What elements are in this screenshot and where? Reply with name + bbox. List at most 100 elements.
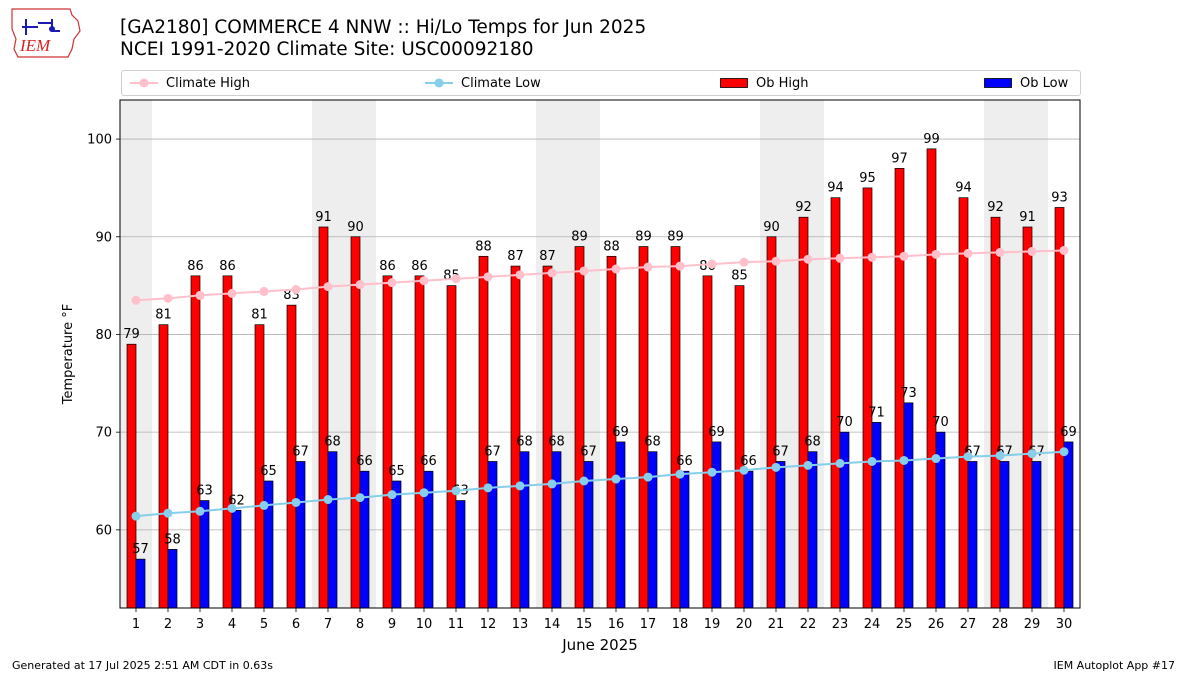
chart-legend: Climate High Climate Low Ob High Ob Low	[121, 70, 1081, 96]
climate-high-point	[451, 274, 461, 284]
ob-high-bar	[926, 148, 937, 609]
legend-item-climate-high: Climate High	[130, 71, 250, 95]
climate-low-point	[899, 455, 909, 465]
ob-high-value-label: 87	[507, 249, 524, 264]
ob-high-value-label: 88	[475, 239, 492, 254]
ob-high-value-label: 87	[539, 249, 556, 264]
ob-high-value-label: 92	[795, 200, 812, 215]
x-tick-label: 29	[1024, 617, 1041, 632]
ob-low-bar	[1031, 461, 1042, 609]
ob-high-value-label: 89	[667, 230, 684, 245]
ob-low-bar	[839, 431, 850, 609]
x-tick-label: 13	[512, 617, 529, 632]
ob-high-value-label: 81	[251, 308, 268, 323]
ob-high-value-label: 85	[731, 269, 748, 284]
y-tick-label: 90	[95, 230, 112, 245]
climate-high-point	[579, 266, 589, 276]
x-tick-label: 7	[324, 617, 332, 632]
climate-high-point	[291, 285, 301, 295]
x-tick-label: 2	[164, 617, 172, 632]
ob-low-value-label: 65	[388, 464, 405, 479]
climate-high-point	[547, 268, 557, 278]
y-tick-label: 70	[95, 426, 112, 441]
ob-high-bar	[350, 236, 361, 609]
climate-high-point	[707, 259, 717, 269]
climate-low-point	[387, 490, 397, 500]
ob-low-value-label: 68	[516, 435, 533, 450]
ob-low-value-label: 57	[132, 542, 149, 557]
x-tick-label: 16	[608, 617, 625, 632]
climate-high-point	[963, 248, 973, 258]
ob-high-value-label: 99	[923, 132, 940, 147]
ob-high-value-label: 94	[827, 181, 844, 196]
climate-high-point	[1027, 246, 1037, 256]
climate-low-point	[323, 495, 333, 505]
x-tick-label: 9	[388, 617, 396, 632]
climate-high-point	[163, 293, 173, 303]
climate-low-point	[867, 456, 877, 466]
ob-high-value-label: 86	[411, 259, 428, 274]
climate-high-point	[899, 251, 909, 261]
ob-low-value-label: 68	[644, 435, 661, 450]
ob-high-bar	[958, 197, 969, 609]
ob-low-bar	[327, 451, 338, 609]
ob-high-bar	[766, 236, 777, 609]
ob-high-value-label: 95	[859, 171, 876, 186]
ob-high-value-label: 90	[763, 220, 780, 235]
climate-low-point	[419, 488, 429, 498]
climate-low-point	[931, 454, 941, 464]
ob-high-bar	[158, 324, 169, 609]
x-tick-label: 18	[672, 617, 689, 632]
climate-low-point	[771, 462, 781, 472]
x-tick-label: 21	[768, 617, 785, 632]
title-line-1: [GA2180] COMMERCE 4 NNW :: Hi/Lo Temps f…	[120, 17, 647, 38]
legend-label-ob-low: Ob Low	[1020, 75, 1069, 91]
climate-high-point	[643, 262, 653, 272]
x-tick-label: 30	[1056, 617, 1073, 632]
ob-high-bar	[990, 216, 1001, 609]
ob-low-value-label: 58	[164, 532, 181, 547]
ob-low-value-label: 66	[740, 454, 757, 469]
climate-low-point	[195, 506, 205, 516]
ob-low-bar	[135, 558, 146, 609]
ob-low-bar	[679, 470, 690, 609]
climate-high-point	[675, 261, 685, 271]
ob-low-value-label: 68	[548, 435, 565, 450]
climate-low-point	[963, 452, 973, 462]
climate-low-point	[515, 481, 525, 491]
ob-high-value-label: 91	[1019, 210, 1036, 225]
x-tick-label: 11	[448, 617, 465, 632]
ob-high-bar	[446, 285, 457, 609]
ob-low-bar	[711, 441, 722, 609]
ob-high-value-label: 93	[1051, 190, 1068, 205]
ob-high-value-label: 91	[315, 210, 332, 225]
climate-high-point	[323, 282, 333, 292]
climate-high-point	[355, 280, 365, 290]
x-tick-label: 26	[928, 617, 945, 632]
app-label: IEM Autoplot App #17	[1053, 659, 1176, 672]
x-tick-label: 15	[576, 617, 593, 632]
generated-timestamp: Generated at 17 Jul 2025 2:51 AM CDT in …	[12, 659, 273, 672]
ob-high-value-label: 94	[955, 181, 972, 196]
ob-high-bar	[190, 275, 201, 609]
ob-high-bar	[638, 246, 649, 609]
ob-low-value-label: 66	[420, 454, 437, 469]
ob-low-bar	[295, 461, 306, 609]
x-tick-label: 17	[640, 617, 657, 632]
ob-low-bar	[999, 461, 1010, 609]
ob-low-value-label: 67	[772, 444, 789, 459]
ob-high-bar	[862, 187, 873, 609]
climate-low-point	[803, 460, 813, 470]
climate-high-point	[387, 278, 397, 288]
ob-high-bar	[414, 275, 425, 609]
climate-high-point	[483, 272, 493, 282]
ob-high-value-label: 89	[571, 230, 588, 245]
climate-high-point	[771, 256, 781, 266]
legend-item-ob-high: Ob High	[720, 71, 809, 95]
climate-low-point	[1027, 449, 1037, 459]
climate-low-point	[131, 511, 141, 521]
ob-high-swatch-icon	[720, 78, 748, 88]
y-tick-label: 80	[95, 328, 112, 343]
climate-low-point	[707, 467, 717, 477]
title-line-2: NCEI 1991-2020 Climate Site: USC00092180	[120, 39, 534, 60]
